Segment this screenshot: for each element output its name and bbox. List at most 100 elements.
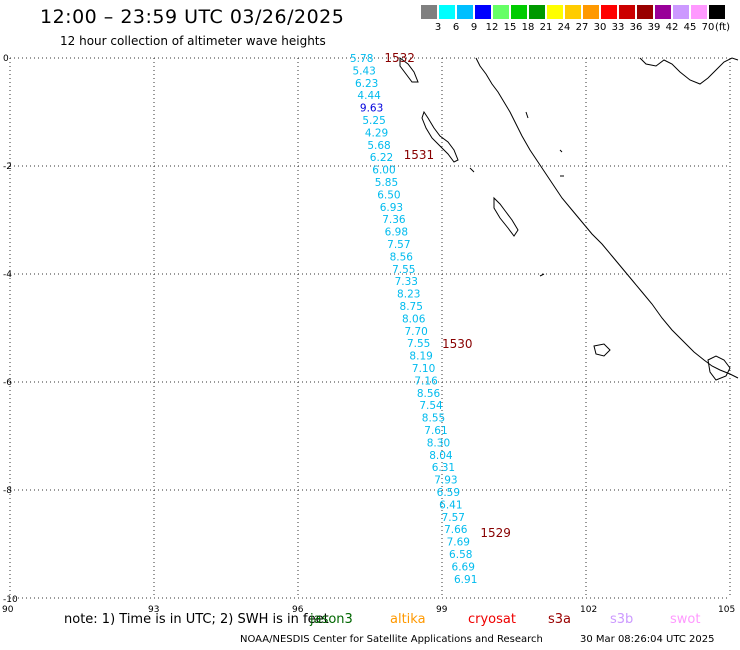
legend-label: 30 <box>593 22 607 33</box>
legend-swatch-4 <box>493 5 509 19</box>
legend-swatch-14 <box>673 5 689 19</box>
wave-height-label: 6.59 <box>437 487 460 499</box>
nias-island <box>421 110 459 163</box>
legend-swatch-15 <box>691 5 707 19</box>
coastline <box>399 57 739 381</box>
y-tick-label: -2 <box>3 162 12 172</box>
wave-height-label: 6.58 <box>449 549 472 561</box>
wave-height-label: 7.61 <box>424 425 447 437</box>
wave-height-label: 5.85 <box>375 177 398 189</box>
satellite-s3a: s3a <box>548 612 572 627</box>
cycle-label: 1529 <box>480 526 511 540</box>
island-small-north <box>399 57 419 83</box>
wave-height-label: 6.69 <box>452 561 475 573</box>
legend-label: 33 <box>611 22 625 33</box>
wave-height-label: 6.41 <box>439 499 462 511</box>
wave-height-label: 8.75 <box>400 301 423 313</box>
wave-height-label: 6.91 <box>454 574 477 586</box>
islet <box>525 111 529 119</box>
legend-swatch-8 <box>565 5 581 19</box>
wave-height-label: 7.57 <box>387 239 410 251</box>
legend-swatch-2 <box>457 5 473 19</box>
legend-label: 6 <box>452 22 460 33</box>
cycle-label: 1532 <box>384 51 415 65</box>
wave-height-label: 7.55 <box>392 264 415 276</box>
legend-swatch-9 <box>583 5 599 19</box>
legend-label: 12 <box>485 22 499 33</box>
legend-label: 18 <box>521 22 535 33</box>
legend-swatch-3 <box>475 5 491 19</box>
map-subtitle: 12 hour collection of altimeter wave hei… <box>60 34 326 48</box>
wave-height-label: 7.36 <box>382 214 406 226</box>
satellite-track: 5.785.436.234.449.635.254.295.686.226.00… <box>350 53 477 586</box>
wave-height-label: 7.54 <box>419 400 443 412</box>
satellite-s3b: s3b <box>610 612 634 627</box>
wave-height-label: 5.43 <box>352 65 375 77</box>
wave-height-label: 6.00 <box>372 165 395 177</box>
legend-label: 39 <box>647 22 661 33</box>
legend-swatch-11 <box>619 5 635 19</box>
legend-swatch-10 <box>601 5 617 19</box>
wave-height-label: 7.55 <box>407 338 430 350</box>
island-south-2 <box>707 355 731 381</box>
legend-swatch-0 <box>421 5 437 19</box>
wave-height-label: 6.93 <box>380 202 403 214</box>
map-title: 12:00 – 23:59 UTC 03/26/2025 <box>40 6 345 28</box>
x-tick-label: 96 <box>292 605 304 615</box>
legend-label: 42 <box>665 22 679 33</box>
wave-height-label: 8.23 <box>397 289 420 301</box>
x-tick-label: 90 <box>2 605 14 615</box>
legend-label: 27 <box>575 22 589 33</box>
wave-height-label: 8.06 <box>402 313 426 325</box>
legend-swatch-6 <box>529 5 545 19</box>
satellite-cryosat: cryosat <box>468 612 516 627</box>
cycle-label: 1531 <box>404 148 435 162</box>
legend-swatch-7 <box>547 5 563 19</box>
legend-swatch-12 <box>637 5 653 19</box>
wave-height-label: 8.30 <box>427 437 450 449</box>
legend-label: 21 <box>539 22 553 33</box>
legend-swatch-5 <box>511 5 527 19</box>
wave-height-label: 7.69 <box>447 537 470 549</box>
wave-height-label: 7.10 <box>412 363 435 375</box>
axis-ticks: 90 93 96 99 102 105 0 -2 -4 -6 -8 -10 <box>2 54 735 615</box>
wave-height-label: 9.63 <box>360 103 383 115</box>
y-tick-label: -6 <box>3 378 12 388</box>
wave-height-label: 4.44 <box>357 90 381 102</box>
x-tick-label: 105 <box>718 605 735 615</box>
wave-height-label: 5.78 <box>350 53 373 65</box>
note-text: note: 1) Time is in UTC; 2) SWH is in fe… <box>64 612 329 627</box>
wave-height-label: 8.56 <box>390 251 414 263</box>
legend-label: 9 <box>470 22 478 33</box>
wave-height-label: 7.66 <box>444 524 468 536</box>
siberut-island <box>493 196 519 237</box>
x-tick-label: 102 <box>580 605 597 615</box>
footer-timestamp: 30 Mar 08:26:04 UTC 2025 <box>580 634 715 645</box>
map-grid <box>9 57 731 599</box>
wave-height-label: 6.31 <box>432 462 455 474</box>
legend-label: 45 <box>683 22 697 33</box>
wave-height-label: 5.25 <box>362 115 385 127</box>
y-tick-label: 0 <box>3 54 9 64</box>
wave-height-label: 7.70 <box>404 326 427 338</box>
wave-height-label: 4.29 <box>365 127 388 139</box>
legend-swatch-13 <box>655 5 671 19</box>
satellite-altika: altika <box>390 612 426 627</box>
satellite-swot: swot <box>670 612 701 627</box>
islet <box>539 273 545 277</box>
islet <box>469 167 475 173</box>
satellite-jason3: jason3 <box>310 612 353 627</box>
wave-height-label: 7.16 <box>414 375 438 387</box>
coastline-north <box>639 57 739 85</box>
wave-height-label: 5.68 <box>367 140 390 152</box>
wave-height-label: 7.93 <box>434 475 457 487</box>
wave-height-label: 8.55 <box>422 413 445 425</box>
legend-swatch-16 <box>709 5 725 19</box>
islet <box>559 149 563 153</box>
sumatra-coastline <box>475 57 739 379</box>
legend-swatch-1 <box>439 5 455 19</box>
x-tick-label: 93 <box>148 605 159 615</box>
wave-height-label: 6.23 <box>355 78 378 90</box>
legend-label: 70 <box>701 22 715 33</box>
